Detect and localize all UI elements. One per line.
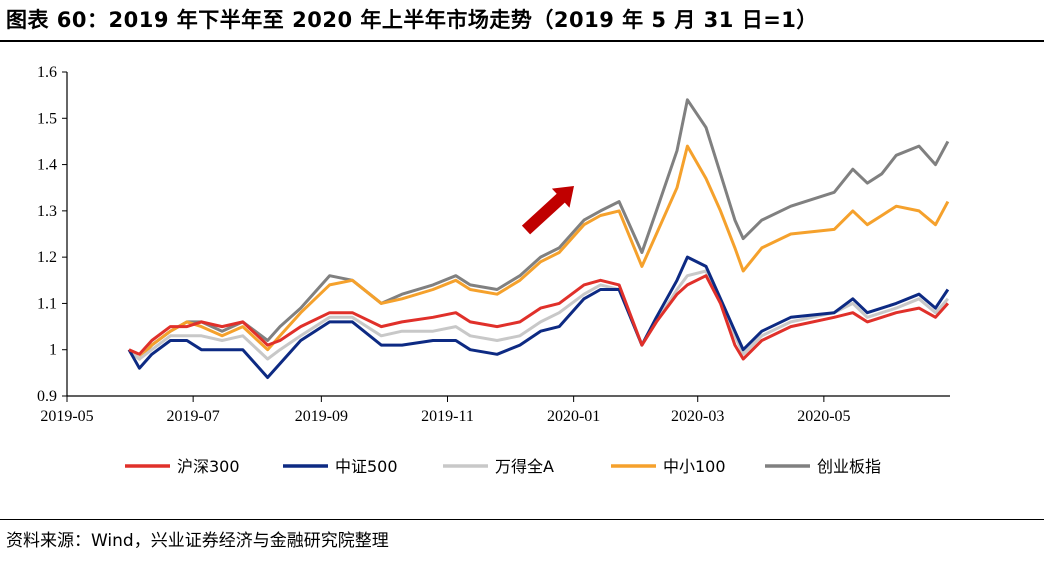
- chart-axes: 0.9 1 1.1 1.2 1.3 1.4 1.5 1.6 2019-05 2019-07 2019…: [37, 64, 950, 425]
- chart-title: 图表 60：2019 年下半年至 2020 年上半年市场走势（2019 年 5 …: [6, 8, 818, 32]
- trend-arrow-icon: [521, 186, 574, 235]
- y-tick-label: 0.9: [37, 388, 57, 405]
- y-tick-label: 1: [49, 342, 57, 359]
- x-tick-label: 2019-07: [166, 408, 219, 425]
- source-note: 资料来源：Wind，兴业证券经济与金融研究院整理: [6, 531, 389, 551]
- series-line-0: [128, 274, 950, 361]
- x-tick-label: 2019-09: [295, 408, 348, 425]
- line-chart: 0.9 1 1.1 1.2 1.3 1.4 1.5 1.6 2019-05 2019-07 2019…: [37, 64, 950, 476]
- legend-item-4: 创业板指: [765, 457, 881, 476]
- series-line-1: [127, 255, 950, 379]
- legend-label: 中小100: [663, 457, 726, 476]
- series-line-3: [128, 144, 950, 361]
- legend-item-2: 万得全A: [443, 457, 554, 476]
- chart-legend: 沪深300 中证500 万得全A 中小100 创业板指: [125, 457, 881, 476]
- source-divider: [0, 519, 1044, 520]
- legend-item-3: 中小100: [611, 457, 726, 476]
- y-tick-label: 1.5: [37, 110, 57, 127]
- x-tick-label: 2020-05: [797, 408, 850, 425]
- x-tick-label: 2020-03: [671, 408, 724, 425]
- legend-item-0: 沪深300: [125, 457, 240, 476]
- legend-label: 万得全A: [495, 457, 554, 476]
- y-tick-label: 1.1: [37, 295, 57, 312]
- legend-label: 创业板指: [817, 457, 881, 476]
- series-layer: [127, 98, 950, 379]
- title-divider: [0, 40, 1044, 42]
- legend-label: 中证500: [335, 457, 398, 476]
- x-tick-label: 2019-05: [40, 408, 93, 425]
- y-tick-label: 1.4: [37, 157, 57, 174]
- x-tick-label: 2019-11: [421, 408, 474, 425]
- x-tick-label: 2020-01: [547, 408, 600, 425]
- y-tick-label: 1.6: [37, 64, 57, 81]
- legend-item-1: 中证500: [283, 457, 398, 476]
- y-tick-label: 1.3: [37, 203, 57, 220]
- y-tick-label: 1.2: [37, 249, 57, 266]
- legend-label: 沪深300: [177, 457, 240, 476]
